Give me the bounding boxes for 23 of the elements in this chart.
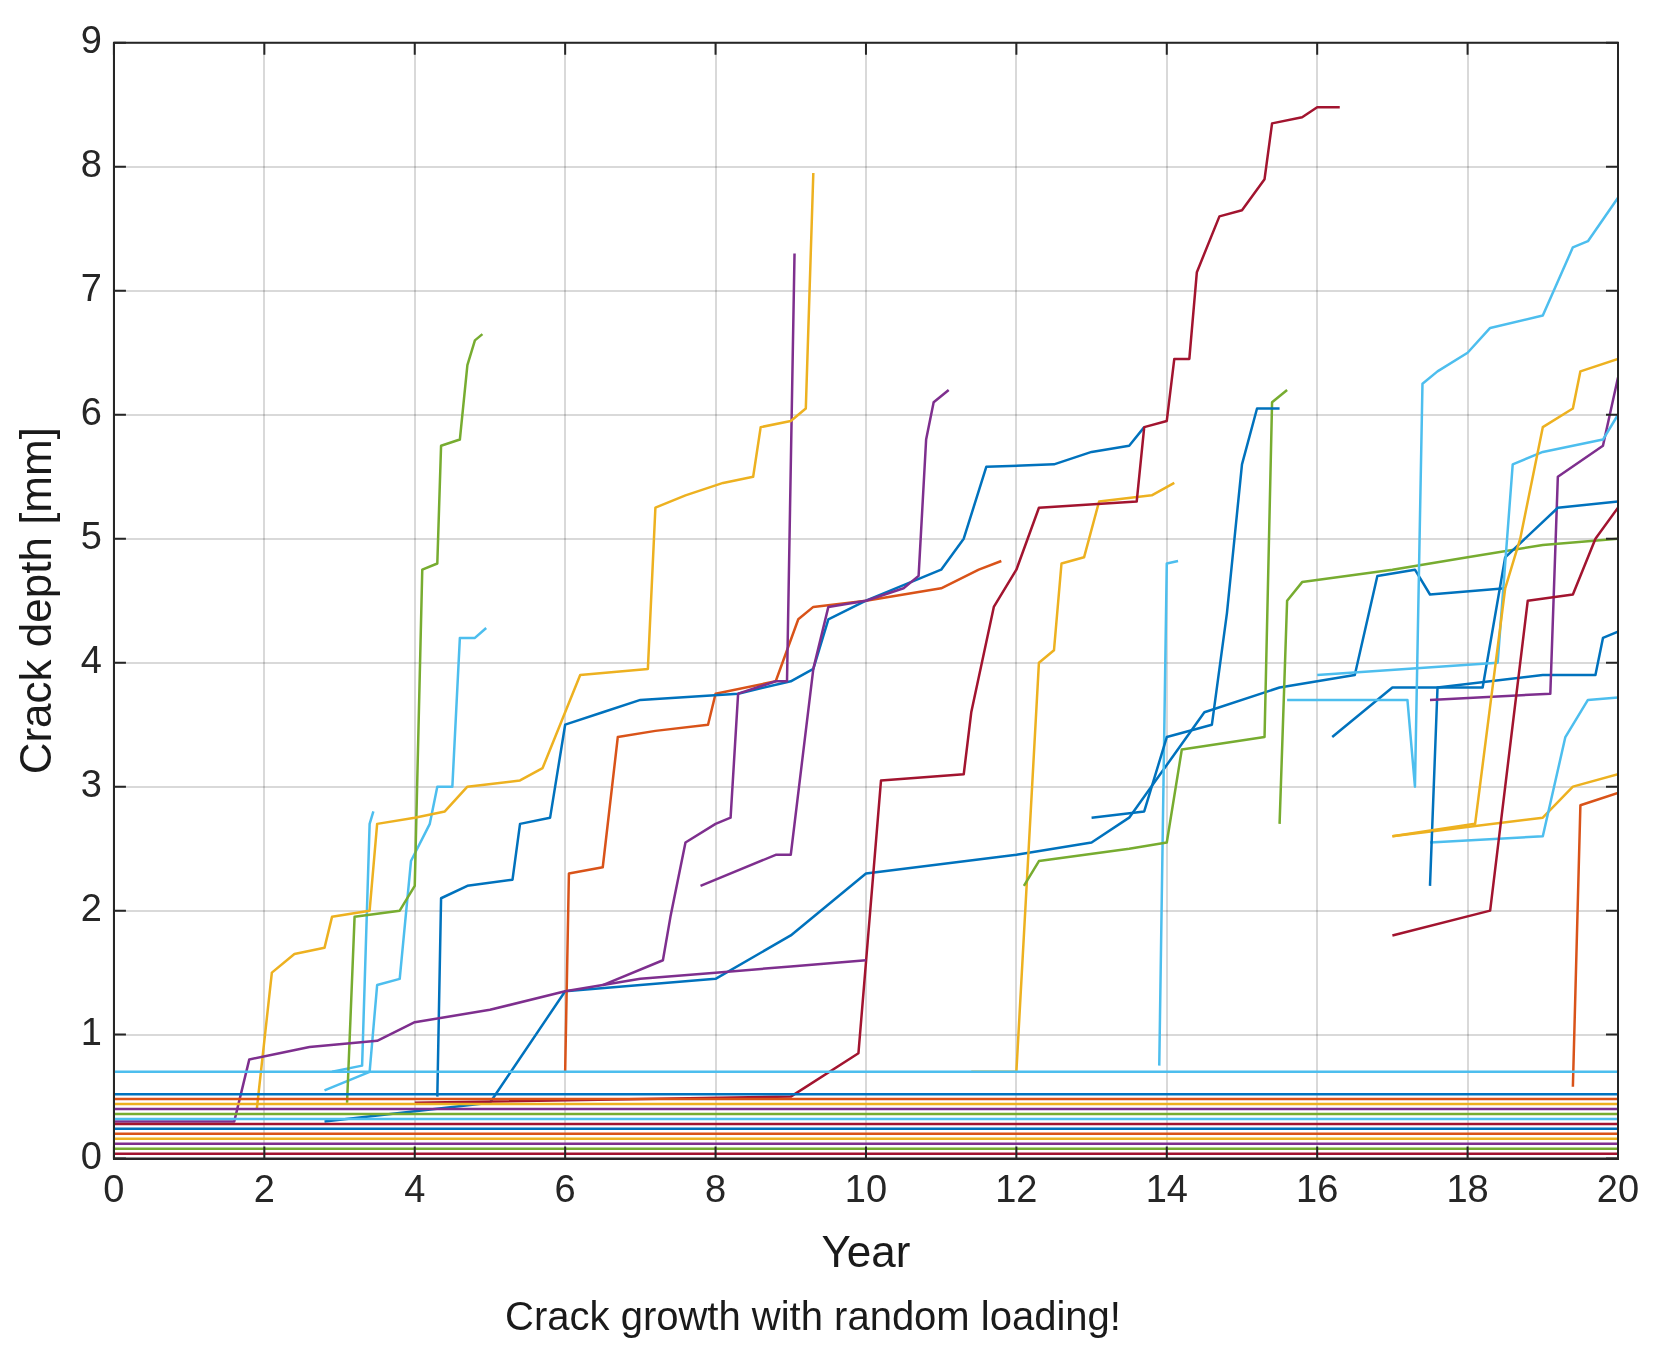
- y-axis-title: Crack depth [mm]: [10, 427, 60, 775]
- x-tick-label: 10: [844, 1167, 888, 1210]
- y-tick-label: 7: [80, 267, 102, 310]
- y-tick-label: 8: [80, 143, 102, 186]
- x-tick-label: 6: [554, 1167, 576, 1210]
- y-tick-label: 2: [80, 887, 102, 930]
- x-tick-label: 12: [995, 1167, 1038, 1210]
- y-tick-label: 0: [80, 1135, 102, 1178]
- y-tick-label: 9: [80, 19, 102, 62]
- x-tick-label: 8: [704, 1167, 727, 1210]
- text: Crack growth with random loading!: [505, 1294, 1121, 1339]
- x-tick-label: 16: [1296, 1167, 1339, 1210]
- x-axis-title: Year: [821, 1226, 911, 1276]
- y-tick-label: 5: [80, 515, 102, 558]
- x-tick-label: 14: [1145, 1167, 1188, 1210]
- y-tick-label: 3: [80, 763, 102, 806]
- y-tick-label: 1: [80, 1011, 102, 1054]
- x-tick-label: 18: [1446, 1167, 1489, 1210]
- x-tick-label: 2: [253, 1167, 275, 1210]
- x-tick-label: 20: [1596, 1167, 1640, 1210]
- y-tick-label: 4: [80, 639, 102, 682]
- x-tick-label: 4: [404, 1167, 426, 1210]
- y-tick-label: 6: [80, 391, 102, 434]
